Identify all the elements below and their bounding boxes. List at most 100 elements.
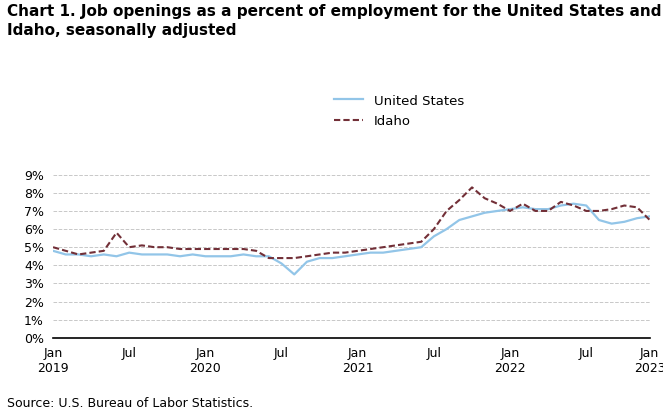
United States: [138, 252, 146, 257]
Idaho: [430, 227, 438, 232]
Idaho: [100, 248, 108, 253]
United States: [328, 255, 336, 260]
Idaho: [214, 246, 222, 251]
United States: [49, 248, 57, 253]
United States: [595, 218, 603, 222]
United States: [87, 254, 95, 259]
Idaho: [506, 208, 514, 213]
United States: [379, 250, 387, 255]
United States: [582, 203, 590, 208]
United States: [532, 207, 540, 212]
United States: [455, 218, 463, 222]
United States: [557, 203, 565, 208]
United States: [303, 259, 311, 264]
United States: [506, 207, 514, 212]
Idaho: [544, 208, 552, 213]
Idaho: [265, 255, 273, 260]
United States: [544, 207, 552, 212]
Legend: United States, Idaho: United States, Idaho: [334, 94, 464, 128]
Idaho: [519, 201, 527, 206]
Idaho: [163, 245, 171, 250]
United States: [151, 252, 158, 257]
United States: [443, 227, 451, 232]
Idaho: [113, 230, 121, 235]
United States: [290, 272, 298, 277]
Idaho: [481, 196, 489, 201]
Idaho: [74, 252, 82, 257]
Idaho: [125, 245, 133, 250]
Idaho: [595, 208, 603, 213]
Idaho: [570, 203, 577, 208]
United States: [570, 201, 577, 206]
United States: [227, 254, 235, 259]
Idaho: [176, 246, 184, 251]
United States: [278, 261, 286, 266]
Line: United States: United States: [53, 204, 650, 274]
Idaho: [239, 246, 247, 251]
United States: [646, 214, 654, 219]
United States: [341, 254, 349, 259]
Idaho: [621, 203, 629, 208]
United States: [265, 254, 273, 259]
United States: [113, 254, 121, 259]
Idaho: [367, 246, 375, 251]
Idaho: [608, 207, 616, 212]
United States: [417, 245, 425, 250]
United States: [519, 205, 527, 210]
United States: [163, 252, 171, 257]
United States: [608, 221, 616, 226]
United States: [468, 214, 476, 219]
United States: [74, 252, 82, 257]
Idaho: [404, 241, 412, 246]
Idaho: [303, 254, 311, 259]
Idaho: [328, 250, 336, 255]
United States: [316, 255, 324, 260]
Idaho: [252, 248, 260, 253]
United States: [354, 252, 362, 257]
Text: Source: U.S. Bureau of Labor Statistics.: Source: U.S. Bureau of Labor Statistics.: [7, 397, 253, 410]
Idaho: [455, 198, 463, 203]
United States: [100, 252, 108, 257]
United States: [125, 250, 133, 255]
United States: [392, 248, 400, 253]
United States: [176, 254, 184, 259]
United States: [62, 252, 70, 257]
United States: [189, 252, 197, 257]
Idaho: [633, 205, 641, 210]
United States: [481, 210, 489, 215]
Idaho: [138, 243, 146, 248]
Idaho: [87, 250, 95, 255]
Line: Idaho: Idaho: [53, 187, 650, 258]
Idaho: [493, 201, 501, 206]
Idaho: [582, 208, 590, 213]
United States: [214, 254, 222, 259]
United States: [367, 250, 375, 255]
United States: [633, 216, 641, 221]
Idaho: [392, 243, 400, 248]
Idaho: [189, 246, 197, 251]
Idaho: [151, 245, 158, 250]
Idaho: [316, 252, 324, 257]
United States: [493, 208, 501, 213]
United States: [621, 219, 629, 224]
Idaho: [62, 248, 70, 253]
Idaho: [202, 246, 210, 251]
Idaho: [557, 199, 565, 204]
United States: [239, 252, 247, 257]
United States: [252, 254, 260, 259]
Idaho: [290, 255, 298, 260]
Idaho: [379, 245, 387, 250]
Idaho: [443, 208, 451, 213]
Idaho: [341, 250, 349, 255]
Idaho: [354, 248, 362, 253]
Text: Chart 1. Job openings as a percent of employment for the United States and
Idaho: Chart 1. Job openings as a percent of em…: [7, 4, 661, 38]
Idaho: [417, 239, 425, 244]
United States: [202, 254, 210, 259]
United States: [404, 246, 412, 251]
United States: [430, 234, 438, 239]
Idaho: [468, 185, 476, 190]
Idaho: [49, 245, 57, 250]
Idaho: [646, 218, 654, 222]
Idaho: [227, 246, 235, 251]
Idaho: [532, 208, 540, 213]
